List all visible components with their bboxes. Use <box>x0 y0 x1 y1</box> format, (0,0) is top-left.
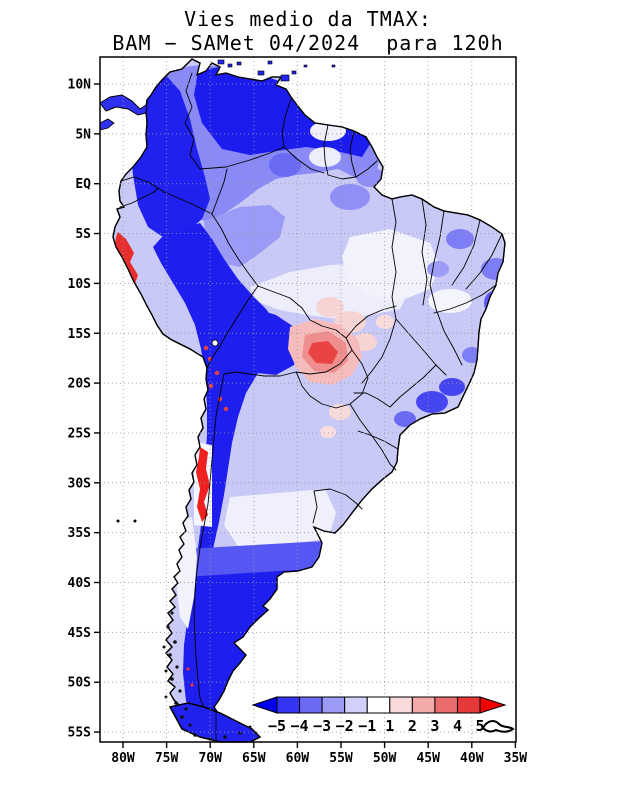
roraima-blue-patch <box>269 153 301 177</box>
warm-patch-1 <box>316 297 344 317</box>
caribbean-islands <box>217 59 336 82</box>
se-brazil-blue-1 <box>416 391 448 413</box>
colorbar-segment-1 <box>276 696 301 714</box>
ne-brazil-blue-3 <box>427 261 449 277</box>
bolivia-altiplano-cold <box>222 307 300 375</box>
colombia-andes-cold-region <box>130 73 210 239</box>
pampas-light-zone <box>224 489 336 549</box>
axis-ticks <box>94 83 517 748</box>
ne-interior-white <box>428 289 472 313</box>
fjord-red-dot-2 <box>190 683 194 687</box>
colorbar-label-3: 3 <box>430 717 439 735</box>
lat-label-5S: 5S <box>75 227 91 242</box>
lon-label-50W: 50W <box>373 751 397 766</box>
plot-title-line1: Vies medio da TMAX: <box>184 7 432 31</box>
plot-frame <box>99 56 517 743</box>
colorbar-segment-4 <box>344 696 368 714</box>
north-patagonia-blue <box>184 541 325 579</box>
warm-patch-5 <box>376 315 394 329</box>
ne-brazil-blue-1 <box>446 229 474 249</box>
lat-label-10S: 10S <box>68 277 92 292</box>
colorbar-right-arrow <box>479 696 507 714</box>
colorbar-segment-9 <box>456 696 481 714</box>
south-brazil-pink-patch <box>320 426 336 438</box>
colorbar-label-5: 5 <box>476 717 485 735</box>
colorbar-label-−2: −2 <box>336 717 354 735</box>
colorbar-label-−5: −5 <box>268 717 286 735</box>
colorbar-label-−4: −4 <box>291 717 309 735</box>
lon-label-80W: 80W <box>111 751 135 766</box>
ne-brazil-blue-4 <box>484 291 504 315</box>
colorbar-segment-3 <box>321 696 346 714</box>
south-america-map <box>99 58 506 743</box>
juan-fernandez-island-2 <box>133 519 137 523</box>
paraguay-warm-core <box>308 341 338 364</box>
lat-label-20S: 20S <box>68 377 92 392</box>
juan-fernandez-island-1 <box>116 519 120 523</box>
axis-labels: 10N 5N EQ 5S 10S 15S 20S 25S 30S 35S 40S 45S 50S 55S 8… <box>68 78 528 767</box>
colorbar-segment-2 <box>299 696 323 714</box>
lat-label-5N: 5N <box>75 127 91 142</box>
lon-label-35W: 35W <box>504 751 528 766</box>
lon-label-40W: 40W <box>460 751 484 766</box>
lon-label-75W: 75W <box>155 751 179 766</box>
lat-label-50S: 50S <box>68 676 92 691</box>
colorbar-label-2: 2 <box>408 717 417 735</box>
lat-label-40S: 40S <box>68 576 92 591</box>
lon-label-55W: 55W <box>329 751 353 766</box>
lon-label-60W: 60W <box>286 751 310 766</box>
latlon-grid <box>100 57 516 742</box>
lat-label-30S: 30S <box>68 476 92 491</box>
lon-label-45W: 45W <box>416 751 440 766</box>
lat-label-15S: 15S <box>68 327 92 342</box>
lower-amazon-blue-patch <box>330 184 370 210</box>
lat-label-35S: 35S <box>68 526 92 541</box>
colorbar-legend: −5 −4 −3 −2 −1 1 2 3 4 5 <box>251 696 507 735</box>
colorbar-segment-5 <box>366 696 391 714</box>
lat-label-10N: 10N <box>68 78 92 93</box>
colorbar-left-arrow <box>251 696 278 714</box>
colorbar-segment-6 <box>389 696 413 714</box>
chile-warm-streak <box>196 447 210 522</box>
lat-label-45S: 45S <box>68 626 92 641</box>
colorbar-segment-7 <box>411 696 436 714</box>
lon-label-70W: 70W <box>198 751 222 766</box>
colorbar-label-−3: −3 <box>313 717 331 735</box>
plot-title-line2: BAM − SAMet 04/2024 para 120h <box>112 31 503 55</box>
south-georgia-island <box>482 720 515 733</box>
costa-rica-sliver <box>99 118 115 131</box>
political-borders <box>119 72 503 709</box>
se-brazil-blue-2 <box>439 378 465 396</box>
lake-titicaca <box>211 339 219 347</box>
fjord-red-dot-1 <box>186 667 190 671</box>
se-brazil-blue-3 <box>394 411 416 427</box>
nw-amazon-patch <box>204 205 285 267</box>
colorbar-label-1: 1 <box>385 717 394 735</box>
colorbar-segment-8 <box>434 696 458 714</box>
lon-label-65W: 65W <box>242 751 266 766</box>
patagonia-fjord-speckles <box>162 611 258 741</box>
lat-label-55S: 55S <box>68 726 92 741</box>
colorbar-label-−1: −1 <box>358 717 376 735</box>
lat-label-25S: 25S <box>68 426 92 441</box>
ne-brazil-blue-2 <box>481 258 505 280</box>
colorbar-label-4: 4 <box>453 717 462 735</box>
central-brazil-white-zone <box>342 229 440 301</box>
lat-label-EQ: EQ <box>75 177 91 192</box>
